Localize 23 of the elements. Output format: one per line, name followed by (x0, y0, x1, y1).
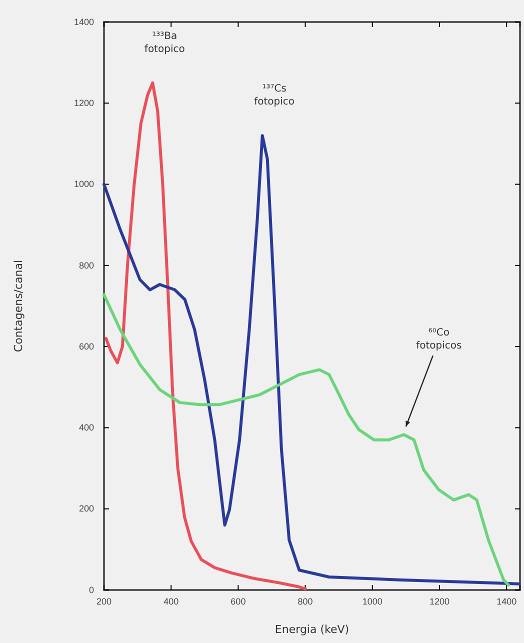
y-tick-label: 600 (78, 341, 94, 352)
y-tick-label: 400 (78, 422, 94, 433)
x-tick-label: 1200 (429, 596, 450, 606)
y-tick-label: 0 (88, 584, 94, 595)
y-tick-label: 1200 (74, 98, 94, 108)
x-tick-label: 400 (164, 596, 179, 606)
x-tick-label: 1000 (362, 596, 382, 606)
annotation: ⁶⁰Co fotopicos (416, 328, 462, 352)
x-tick-label: 200 (96, 596, 112, 606)
annotation: ¹³⁷Cs fotopico (254, 84, 295, 108)
x-tick-label: 600 (230, 596, 246, 606)
y-axis-title: Contagens/canal (12, 260, 25, 352)
x-tick-label: 800 (298, 596, 313, 606)
x-tick-label: 1400 (496, 596, 517, 606)
line-series (104, 81, 307, 590)
line-series (102, 134, 520, 586)
y-tick-label: 1000 (74, 179, 94, 190)
y-tick-label: 800 (78, 260, 94, 270)
y-tick-label: 200 (78, 504, 94, 514)
y-tick-label: 1400 (74, 16, 94, 27)
x-axis-title: Energia (keV) (274, 623, 350, 636)
annotation: ¹³³Ba fotopico (144, 30, 185, 55)
line-series (102, 293, 510, 587)
